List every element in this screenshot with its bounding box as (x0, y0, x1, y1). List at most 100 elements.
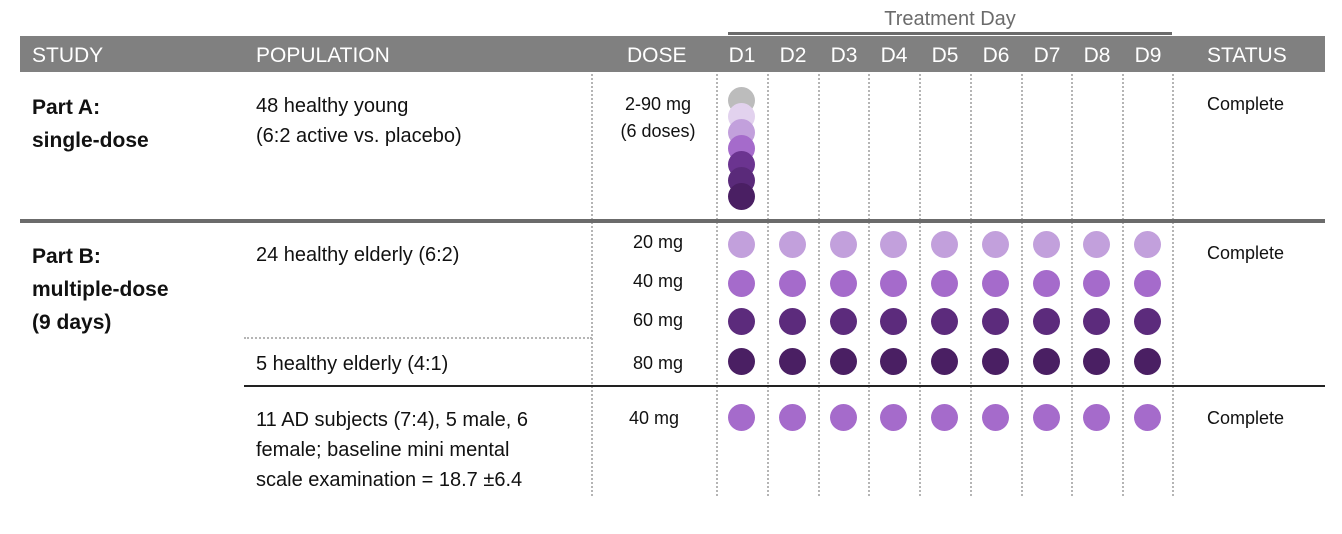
header-day-1: D1 (728, 44, 756, 67)
dose-20mg-dot (931, 231, 958, 258)
dose-80mg-dot (830, 348, 857, 375)
header-day-7: D7 (1033, 44, 1061, 67)
dose-40mg-dot (1083, 270, 1110, 297)
dose-40mg-dot (728, 270, 755, 297)
cohort-divider (244, 337, 592, 339)
header-day-2: D2 (779, 44, 807, 67)
column-divider (1122, 74, 1124, 496)
column-divider (1071, 74, 1073, 496)
dose-20mg-dot (728, 231, 755, 258)
section-divider (20, 219, 1325, 223)
dose-20mg-dot (982, 231, 1009, 258)
dose-60mg-dot (1134, 308, 1161, 335)
part-b-cohort-2-population: 5 healthy elderly (4:1) (256, 353, 449, 375)
ad-dose-40mg-dot (931, 404, 958, 431)
dose-80mg-dot (1033, 348, 1060, 375)
part-b-cohort-1-population: 24 healthy elderly (6:2) (256, 244, 460, 266)
ad-status: Complete (1207, 408, 1285, 428)
ad-dose-40mg-dot (1134, 404, 1161, 431)
dose-80mg: 80 mg (632, 353, 684, 373)
ad-dose-40mg-dot (1083, 404, 1110, 431)
table-header-bar (20, 36, 1325, 72)
dose-20mg-dot (830, 231, 857, 258)
part-a-population-line-2: (6:2 active vs. placebo) (256, 125, 462, 147)
dose-20mg-dot (880, 231, 907, 258)
dose-40mg-dot (880, 270, 907, 297)
dose-60mg-dot (779, 308, 806, 335)
part-a-dose-line-1: 2-90 mg (624, 94, 692, 114)
ad-dose-40mg-dot (728, 404, 755, 431)
header-day-8: D8 (1083, 44, 1111, 67)
part-a-dose: 2-90 mg (6 doses) (596, 91, 720, 145)
part-b-title-line-2: multiple-dose (32, 278, 169, 301)
column-divider (818, 74, 820, 496)
ad-dose-40mg-dot (880, 404, 907, 431)
dose-20mg-dot (1134, 231, 1161, 258)
dose-60mg-dot (830, 308, 857, 335)
header-status: STATUS (1207, 44, 1287, 67)
dose-80mg-dot (728, 348, 755, 375)
dose-60mg-dot (728, 308, 755, 335)
dose-60mg-dot (931, 308, 958, 335)
column-divider (970, 74, 972, 496)
header-dose: DOSE (627, 44, 687, 67)
dose-40mg: 40 mg (632, 271, 684, 291)
dose-20mg-dot (1083, 231, 1110, 258)
column-divider (1172, 74, 1174, 496)
dose-60mg-dot (880, 308, 907, 335)
header-day-3: D3 (830, 44, 858, 67)
dose-20mg-dot (1033, 231, 1060, 258)
dose-80mg-dot (779, 348, 806, 375)
dose-80mg-dot (880, 348, 907, 375)
column-divider (767, 74, 769, 496)
part-b-title-line-3: (9 days) (32, 311, 112, 334)
part-a-dose-line-2: (6 doses) (620, 121, 696, 141)
dose-80mg-dot (1134, 348, 1161, 375)
dose-40mg-dot (982, 270, 1009, 297)
part-b-status: Complete (1207, 243, 1285, 263)
dose-80mg-dot (1083, 348, 1110, 375)
header-day-5: D5 (931, 44, 959, 67)
treatment-day-underline (728, 32, 1172, 35)
treatment-day-label: Treatment Day (884, 8, 1016, 30)
ad-population-line-3: scale examination = 18.7 ±6.4 (256, 469, 523, 491)
column-divider (919, 74, 921, 496)
part-a-title-line-1: Part A: (32, 96, 101, 119)
column-divider (591, 74, 593, 496)
dose-40mg-dot (1134, 270, 1161, 297)
dose-20mg-dot (779, 231, 806, 258)
header-day-4: D4 (880, 44, 908, 67)
part-a-title: Part A: single-dose (32, 91, 149, 157)
part-a-dose-dot (728, 183, 755, 210)
dose-60mg: 60 mg (632, 310, 684, 330)
dose-40mg-dot (779, 270, 806, 297)
header-study: STUDY (32, 44, 104, 67)
part-a-status: Complete (1207, 94, 1285, 114)
ad-dose-40mg-dot (982, 404, 1009, 431)
dose-20mg: 20 mg (632, 232, 684, 252)
dose-40mg-dot (830, 270, 857, 297)
header-day-6: D6 (982, 44, 1010, 67)
part-a-population-line-1: 48 healthy young (256, 95, 409, 117)
dose-60mg-dot (982, 308, 1009, 335)
ad-dose-40mg-dot (1033, 404, 1060, 431)
column-divider (868, 74, 870, 496)
ad-population: 11 AD subjects (7:4), 5 male, 6 female; … (256, 405, 528, 495)
column-divider (1021, 74, 1023, 496)
ad-population-line-2: female; baseline mini mental (256, 439, 510, 461)
ad-dose-40mg-dot (830, 404, 857, 431)
ad-population-line-1: 11 AD subjects (7:4), 5 male, 6 (256, 409, 528, 431)
ad-dose: 40 mg (628, 408, 680, 428)
dose-80mg-dot (931, 348, 958, 375)
part-b-title: Part B: multiple-dose (9 days) (32, 240, 169, 339)
row-divider (244, 385, 1325, 387)
dose-60mg-dot (1033, 308, 1060, 335)
part-a-population: 48 healthy young (6:2 active vs. placebo… (256, 91, 462, 151)
dose-80mg-dot (982, 348, 1009, 375)
part-a-title-line-2: single-dose (32, 129, 149, 152)
header-day-9: D9 (1134, 44, 1162, 67)
dose-40mg-dot (1033, 270, 1060, 297)
column-divider (716, 74, 718, 496)
ad-dose-40mg-dot (779, 404, 806, 431)
part-b-title-line-1: Part B: (32, 245, 101, 268)
